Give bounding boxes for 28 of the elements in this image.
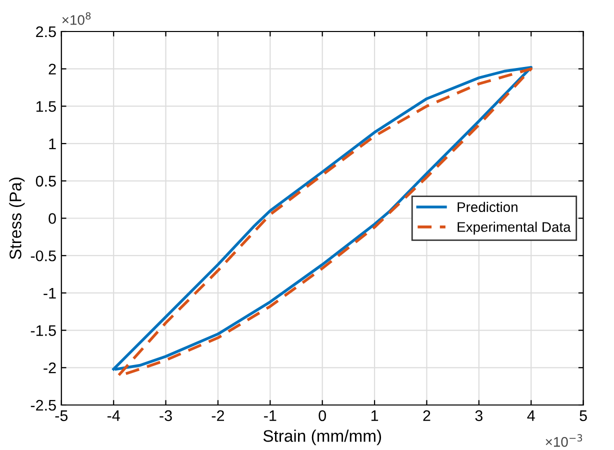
y-tick-label: -1.5	[30, 325, 56, 336]
x-tick-label: 5	[580, 410, 587, 422]
y-tick-label: 0.5	[36, 176, 56, 187]
y-tick-label: -2	[44, 362, 56, 374]
y-tick-label: 2	[48, 64, 56, 74]
x-axis-title: Strain (mm/mm)	[263, 430, 382, 446]
x-tick-label: -5	[55, 410, 68, 422]
text: ×10$^{−3}$	[546, 434, 582, 447]
y-axis-title: Stress (Pa)	[9, 178, 25, 260]
y-tick-label: 1.5	[36, 101, 56, 112]
text: ×10$^{8}$	[62, 12, 91, 25]
x-tick-label: -3	[160, 410, 172, 422]
x-tick-label: -4	[107, 410, 120, 421]
y-tick-label: -0.5	[30, 250, 56, 262]
x-tick-label: 1	[371, 410, 378, 421]
x-tick-label: 3	[475, 410, 482, 422]
x-tick-label: 0	[318, 410, 326, 422]
x-tick-label: -1	[264, 410, 276, 421]
y-tick-label: -2.5	[30, 400, 56, 411]
x-tick-label: 2	[423, 410, 430, 421]
y-tick-label: -1	[44, 288, 56, 298]
x-tick-label: 4	[527, 410, 535, 421]
legend-label: Experimental Data	[458, 222, 571, 235]
y-tick-label: 2.5	[36, 26, 56, 38]
y-tick-label: 1	[49, 138, 56, 150]
y-tick-label: 0	[48, 213, 56, 224]
legend-label: Prediction	[458, 202, 518, 212]
x-tick-label: -2	[212, 410, 224, 421]
